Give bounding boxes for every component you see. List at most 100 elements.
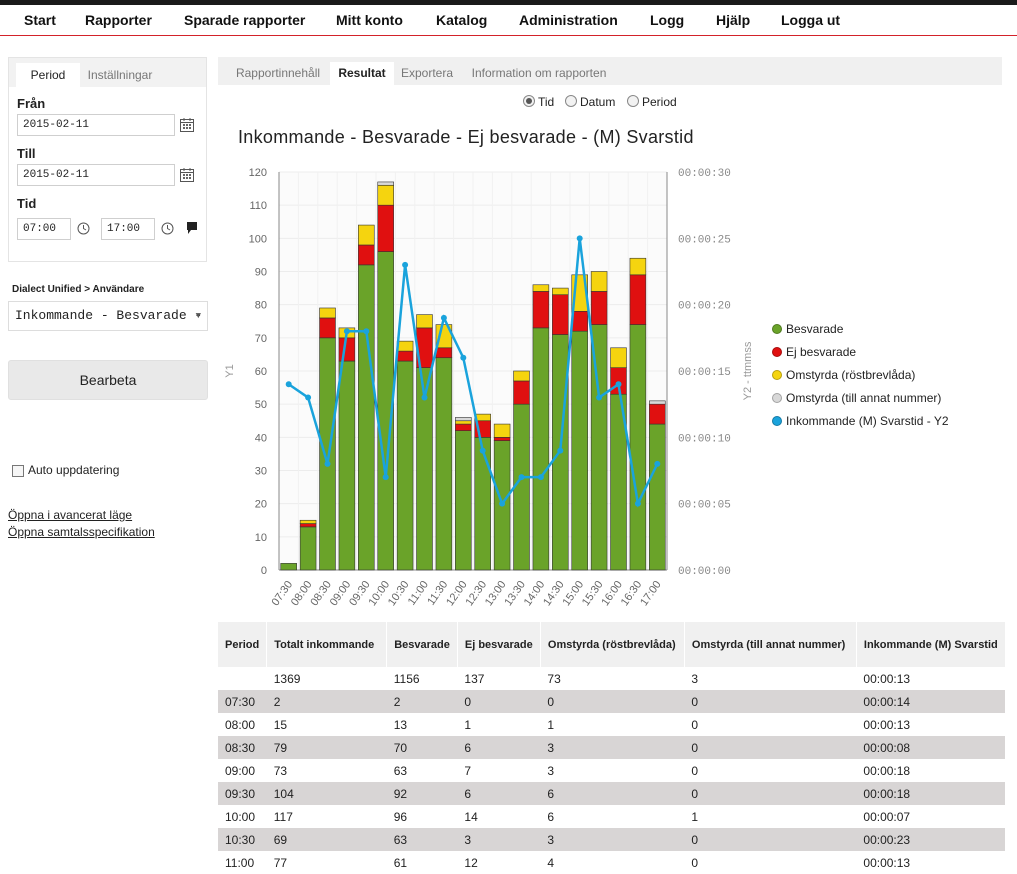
- table-cell: 1: [691, 809, 699, 824]
- y-tick-label: 60: [255, 366, 267, 378]
- column-header[interactable]: Besvarade: [386, 622, 458, 667]
- legend-omstyrda-rostbrevlada[interactable]: Omstyrda (röstbrevlåda): [772, 368, 915, 382]
- table-cell: 0: [691, 855, 699, 870]
- time-to-input[interactable]: 17:00: [101, 218, 155, 240]
- radio-label: Period: [642, 95, 677, 109]
- svarstid-point: [402, 261, 409, 268]
- table-row: 07:30 2 2 0 0 0 00:00:14: [218, 690, 1006, 713]
- nav-administration[interactable]: Administration: [519, 12, 618, 28]
- tab-exportera[interactable]: Exportera: [400, 66, 454, 80]
- table-cell: 79: [266, 736, 387, 759]
- legend-swatch: [772, 324, 782, 334]
- table-cell: 0: [684, 828, 857, 851]
- tab-information[interactable]: Information om rapporten: [471, 66, 607, 80]
- tab-rapportinnehall[interactable]: Rapportinnehåll: [235, 66, 321, 80]
- y2-tick-label: 00:00:15: [678, 367, 731, 379]
- table-cell: 3: [540, 828, 685, 851]
- nav-hjalp[interactable]: Hjälp: [716, 12, 751, 28]
- bar-segment: [338, 337, 356, 362]
- radio-button[interactable]: [565, 95, 577, 107]
- clock-icon[interactable]: [77, 222, 90, 235]
- radio-period[interactable]: Period: [627, 95, 677, 109]
- table-cell: 92: [386, 782, 458, 805]
- y-tick-label: 90: [255, 267, 267, 279]
- svarstid-point: [285, 381, 292, 388]
- y-tick-label: 80: [255, 300, 267, 312]
- table-cell: 1369: [273, 671, 301, 686]
- table-cell: 73: [273, 763, 288, 778]
- svarstid-point: [634, 500, 641, 507]
- legend-omstyrda-annat-nummer[interactable]: Omstyrda (till annat nummer): [772, 391, 941, 405]
- to-date-input[interactable]: 2015-02-11: [17, 164, 175, 186]
- call-specification-link[interactable]: Öppna samtalsspecifikation: [8, 525, 155, 539]
- calendar-icon[interactable]: [180, 168, 194, 182]
- table-cell: 09:00: [225, 763, 256, 778]
- tab-installningar[interactable]: Inställningar: [87, 68, 153, 82]
- y-tick-label: 110: [249, 200, 267, 212]
- table-cell: 3: [547, 763, 555, 778]
- nav-start[interactable]: Start: [24, 12, 56, 28]
- chart-title: Inkommande - Besvarade - Ej besvarade - …: [238, 127, 694, 147]
- y-tick-label: 70: [255, 333, 267, 345]
- svarstid-point: [654, 460, 661, 467]
- table-cell: 0: [691, 717, 699, 732]
- column-header[interactable]: Omstyrda (röstbrevlåda): [540, 622, 685, 667]
- table-cell: 77: [273, 855, 288, 870]
- y-tick-label: 50: [255, 399, 267, 411]
- table-cell: 00:00:18: [856, 782, 1006, 805]
- report-select[interactable]: Inkommande - Besvarade - Ej besvarade - …: [8, 301, 208, 331]
- bar-segment: [358, 224, 375, 246]
- legend-svarstid[interactable]: Inkommande (M) Svarstid - Y2: [772, 414, 949, 428]
- table-cell: 07:30: [218, 690, 267, 713]
- comment-icon[interactable]: [186, 221, 198, 235]
- table-cell: 2: [386, 690, 458, 713]
- svarstid-point: [343, 328, 350, 335]
- table-cell: 69: [266, 828, 387, 851]
- bar-segment: [610, 347, 627, 368]
- table-cell: 63: [393, 763, 408, 778]
- legend-besvarade[interactable]: Besvarade: [772, 322, 843, 336]
- nav-sparade-rapporter[interactable]: Sparade rapporter: [184, 12, 306, 28]
- calendar-icon[interactable]: [180, 118, 194, 132]
- time-from-input[interactable]: 07:00: [17, 218, 71, 240]
- nav-rapporter[interactable]: Rapporter: [85, 12, 152, 28]
- legend-ej-besvarade[interactable]: Ej besvarade: [772, 345, 856, 359]
- table-cell: 73: [547, 671, 561, 686]
- table-row: 09:30 104 92 6 6 0 00:00:18: [218, 782, 1006, 805]
- nav-katalog[interactable]: Katalog: [436, 12, 488, 28]
- advanced-mode-link[interactable]: Öppna i avancerat läge: [8, 508, 133, 522]
- auto-update-checkbox[interactable]: [12, 464, 24, 477]
- tab-period[interactable]: Period: [16, 63, 80, 87]
- table-row: 08:30 79 70 6 3 0 00:00:08: [218, 736, 1006, 759]
- radio-button[interactable]: [523, 95, 535, 107]
- bar-segment: [377, 204, 394, 252]
- table-row: 11:00 77 61 12 4 0 00:00:13: [218, 851, 1005, 874]
- column-header[interactable]: Period: [218, 622, 268, 667]
- y2-tick-label: 00:00:05: [678, 500, 731, 512]
- table-cell: 09:30: [218, 782, 267, 805]
- from-label: Från: [17, 96, 46, 111]
- nav-logg[interactable]: Logg: [650, 12, 685, 28]
- radio-button[interactable]: [627, 95, 639, 107]
- from-date-input[interactable]: 2015-02-11: [17, 114, 175, 136]
- nav-logga-ut[interactable]: Logga ut: [781, 12, 841, 28]
- tab-resultat[interactable]: Resultat: [330, 62, 394, 85]
- column-header[interactable]: Omstyrda (till annat nummer): [684, 622, 857, 667]
- table-cell: 14: [464, 809, 478, 824]
- legend-swatch: [772, 393, 782, 403]
- clock-icon[interactable]: [161, 222, 174, 235]
- period-panel-body: Från 2015-02-11 Till 2015-02-11 Tid 07:0…: [9, 87, 206, 261]
- bar-segment: [493, 437, 511, 441]
- table-cell: [218, 667, 267, 690]
- run-button[interactable]: Bearbeta: [8, 360, 208, 400]
- column-header[interactable]: Ej besvarade: [457, 622, 541, 667]
- radio-datum[interactable]: Datum: [565, 95, 615, 109]
- y2-tick-label: 00:00:30: [678, 168, 731, 180]
- y-tick-label: 0: [261, 565, 267, 577]
- radio-tid[interactable]: Tid: [523, 95, 554, 109]
- column-header[interactable]: Totalt inkommande: [266, 622, 388, 667]
- nav-mitt-konto[interactable]: Mitt konto: [336, 12, 403, 28]
- table-cell: 00:00:13: [863, 717, 911, 732]
- column-header[interactable]: Inkommande (M) Svarstid: [856, 622, 1006, 667]
- bar-segment: [435, 357, 453, 571]
